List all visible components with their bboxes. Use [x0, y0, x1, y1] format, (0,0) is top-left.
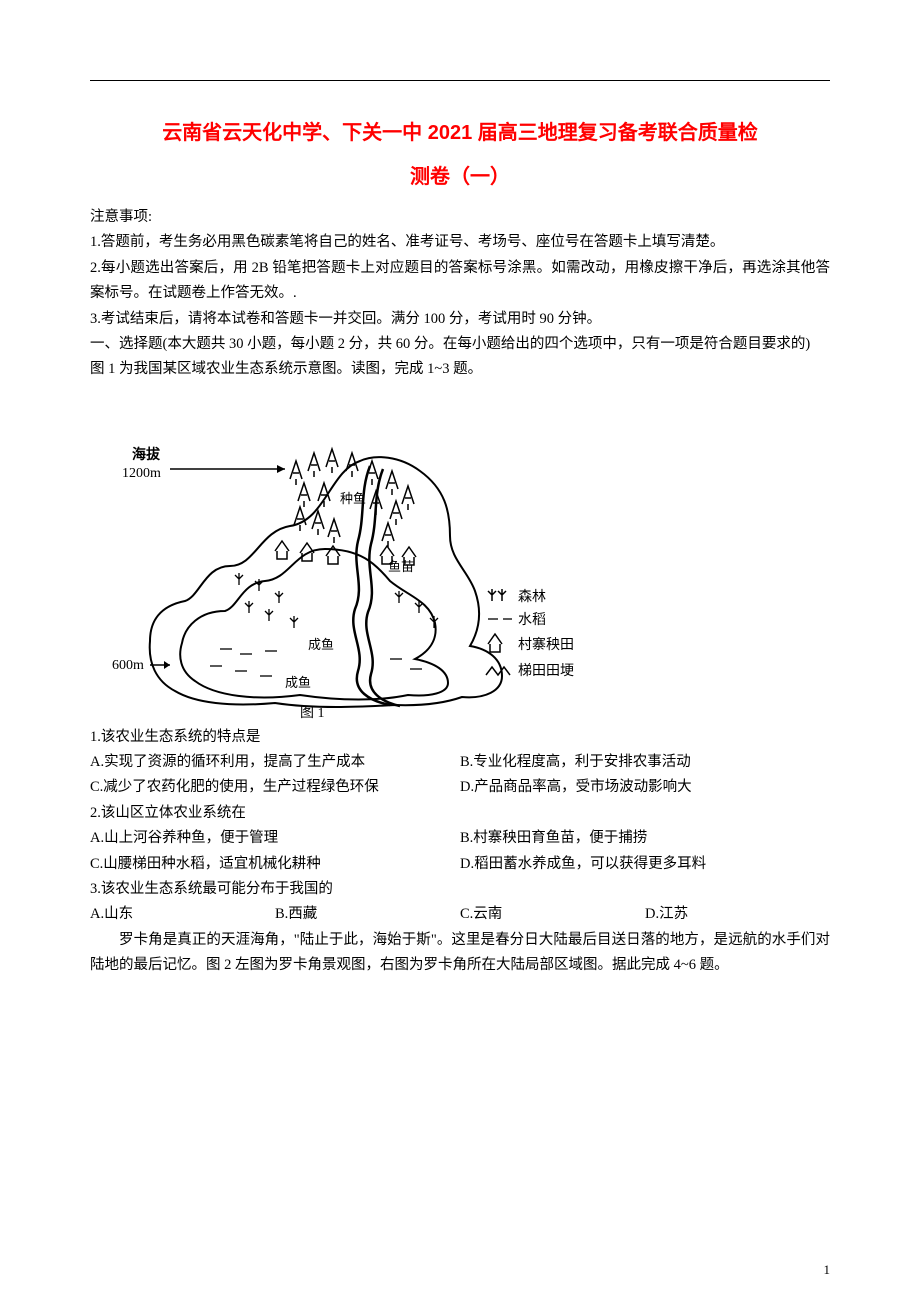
q1-stem: 1.该农业生态系统的特点是: [90, 725, 830, 750]
q1-options-2: C.减少了农药化肥的使用，生产过程绿色环保 D.产品商品率高，受市场波动影响大: [90, 775, 830, 800]
q2-options-2: C.山腰梯田种水稻，适宜机械化耕种 D.稻田蓄水养成鱼，可以获得更多耳料: [90, 852, 830, 877]
legend-village: 村寨秧田: [518, 636, 574, 653]
q1-option-b: B.专业化程度高，利于安排农事活动: [460, 750, 830, 775]
q2-stem: 2.该山区立体农业系统在: [90, 801, 830, 826]
q3-option-c: C.云南: [460, 902, 645, 927]
notice-heading: 注意事项:: [90, 205, 830, 230]
label-600m: 600m: [112, 658, 144, 673]
q2-option-c: C.山腰梯田种水稻，适宜机械化耕种: [90, 852, 460, 877]
q3-option-d: D.江苏: [645, 902, 830, 927]
q1-option-d: D.产品商品率高，受市场波动影响大: [460, 775, 830, 800]
label-yumiao: 鱼苗: [388, 559, 414, 574]
q1-options: A.实现了资源的循环利用，提高了生产成本 B.专业化程度高，利于安排农事活动: [90, 750, 830, 775]
page-number: 1: [824, 1262, 831, 1278]
notice-item-3: 3.考试结束后，请将本试卷和答题卡一并交回。满分 100 分，考试用时 90 分…: [90, 307, 830, 332]
document-title: 云南省云天化中学、下关一中 2021 届高三地理复习备考联合质量检 测卷（一）: [90, 111, 830, 199]
legend-terrace: 梯田田埂: [518, 663, 574, 679]
figure-1-diagram: 种鱼 鱼苗: [90, 391, 830, 721]
title-line-1: 云南省云天化中学、下关一中 2021 届高三地理复习备考联合质量检: [162, 122, 758, 144]
q3-stem: 3.该农业生态系统最可能分布于我国的: [90, 877, 830, 902]
title-line-2: 测卷（一）: [410, 166, 510, 188]
section-1-heading: 一、选择题(本大题共 30 小题，每小题 2 分，共 60 分。在每小题给出的四…: [90, 332, 830, 357]
figure-1-svg: 种鱼 鱼苗: [90, 391, 580, 721]
q2-option-a: A.山上河谷养种鱼，便于管理: [90, 826, 460, 851]
legend-forest: 森林: [518, 589, 546, 605]
label-zhongyu: 种鱼: [340, 491, 366, 506]
label-chengyu-2: 成鱼: [285, 675, 311, 690]
water-icon: [210, 649, 422, 676]
q1-option-c: C.减少了农药化肥的使用，生产过程绿色环保: [90, 775, 460, 800]
q3-options: A.山东 B.西藏 C.云南 D.江苏: [90, 902, 830, 927]
q1-option-a: A.实现了资源的循环利用，提高了生产成本: [90, 750, 460, 775]
document-body: 注意事项: 1.答题前，考生务必用黑色碳素笔将自己的姓名、准考证号、考场号、座位…: [90, 205, 830, 978]
figure-1-caption: 图 1: [300, 706, 325, 721]
notice-item-2: 2.每小题选出答案后，用 2B 铅笔把答题卡上对应题目的答案标号涂黑。如需改动，…: [90, 256, 830, 307]
passage-2: 罗卡角是真正的天涯海角，"陆止于此，海始于斯"。这里是春分日大陆最后目送日落的地…: [90, 928, 830, 979]
page-container: 云南省云天化中学、下关一中 2021 届高三地理复习备考联合质量检 测卷（一） …: [0, 0, 920, 1302]
label-1200m: 1200m: [122, 466, 161, 481]
figure-1-intro: 图 1 为我国某区域农业生态系统示意图。读图，完成 1~3 题。: [90, 357, 830, 382]
q3-option-b: B.西藏: [275, 902, 460, 927]
top-horizontal-rule: [90, 80, 830, 81]
q2-option-b: B.村寨秧田育鱼苗，便于捕捞: [460, 826, 830, 851]
label-chengyu-1: 成鱼: [308, 637, 334, 652]
q2-options: A.山上河谷养种鱼，便于管理 B.村寨秧田育鱼苗，便于捕捞: [90, 826, 830, 851]
q2-option-d: D.稻田蓄水养成鱼，可以获得更多耳料: [460, 852, 830, 877]
q3-option-a: A.山东: [90, 902, 275, 927]
legend-paddy: 水稻: [518, 612, 546, 628]
label-altitude: 海拔: [132, 446, 161, 463]
notice-item-1: 1.答题前，考生务必用黑色碳素笔将自己的姓名、准考证号、考场号、座位号在答题卡上…: [90, 230, 830, 255]
